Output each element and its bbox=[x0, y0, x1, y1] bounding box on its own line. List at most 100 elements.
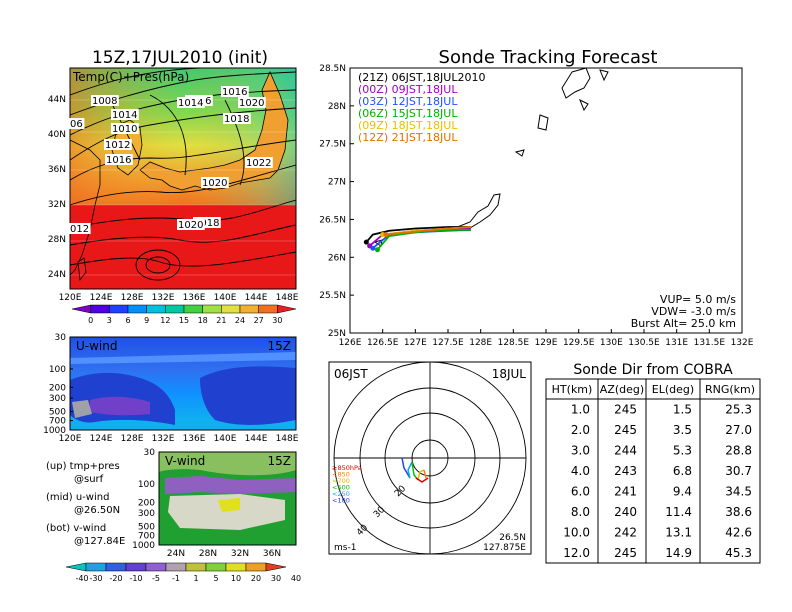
temp-colorbar-segment bbox=[127, 304, 147, 314]
main-title: Sonde Tracking Forecast bbox=[439, 47, 658, 68]
uwind-x-label: 140E bbox=[214, 434, 237, 444]
wind-colorbar-segment bbox=[145, 562, 167, 572]
map-lat-label: 24N bbox=[48, 270, 66, 280]
table-cell: 242 bbox=[614, 526, 637, 540]
pressure-label: 1010 bbox=[112, 124, 137, 135]
track-lon-ticks: 126E 126.5E 127E 127.5E 128E 128.5E 129E 129.5E… bbox=[339, 329, 754, 348]
table-cell: 245 bbox=[614, 423, 637, 437]
vwind-y-label: 700 bbox=[138, 532, 155, 542]
track-lat-label: 28.5N bbox=[319, 64, 346, 74]
uwind-x-label: 120E bbox=[59, 434, 82, 444]
polar-right-label: 18JUL bbox=[492, 367, 527, 381]
table-cell: 240 bbox=[614, 505, 637, 519]
temp-colorbar-tick: 15 bbox=[179, 316, 189, 325]
uwind-core bbox=[90, 396, 150, 416]
uwind-y-label: 30 bbox=[55, 333, 67, 343]
uwind-x-label: 132E bbox=[152, 434, 175, 444]
temp-colorbar-tick: 3 bbox=[107, 316, 112, 325]
track-lat-label: 25.5N bbox=[319, 291, 346, 301]
wind-colorbar-segment bbox=[85, 562, 107, 572]
pressure-label: 06 bbox=[70, 119, 83, 130]
table-cell: 2.0 bbox=[571, 423, 590, 437]
temp-colorbar-tick: 0 bbox=[88, 316, 93, 325]
table-cell: 12.0 bbox=[563, 546, 590, 560]
pressure-label-bg bbox=[238, 97, 266, 108]
table-header: RNG(km) bbox=[705, 383, 755, 396]
wind-colorbar-segment bbox=[205, 562, 227, 572]
uwind-x-label: 136E bbox=[183, 434, 206, 444]
temp-colorbar-segment bbox=[221, 304, 241, 314]
table-cell: 13.1 bbox=[665, 526, 692, 540]
pressure-label: 1014 bbox=[112, 110, 137, 121]
vwind-y-label: 1000 bbox=[132, 541, 155, 551]
map-lat-label: 36N bbox=[48, 165, 66, 175]
track-lon-label: 126E bbox=[339, 338, 362, 348]
vwind-purple bbox=[165, 476, 296, 494]
pressure-label-bg bbox=[104, 139, 132, 150]
wind-colorbar-segment bbox=[225, 562, 247, 572]
note-up-2: @surf bbox=[74, 474, 104, 485]
hodo-segment-6 bbox=[415, 477, 429, 483]
wind-colorbar-tick: -20 bbox=[109, 574, 122, 583]
vwind-time: 15Z bbox=[268, 454, 292, 468]
track-lat-label: 26.5N bbox=[319, 215, 346, 225]
track-frame bbox=[349, 67, 743, 334]
map-lon-ticks: 120E 124E 128E 132E 136E 140E 144E 148E bbox=[59, 293, 299, 303]
pressure-label-bg bbox=[193, 217, 221, 228]
pressure-label-bg bbox=[177, 219, 205, 230]
wind-colorbar-tick: -10 bbox=[129, 574, 142, 583]
wind-colorbar: -40 -30 -20 -10 -5 -1 1 5 10 20 30 40 bbox=[65, 562, 301, 583]
polar-legend-entry: <250 bbox=[332, 490, 350, 498]
polar-pressure-legend: ≥850hPa<850<700<500<250<100 bbox=[332, 464, 362, 505]
wind-colorbar-segment bbox=[165, 562, 187, 572]
wind-colorbar-segment bbox=[125, 562, 147, 572]
island-amami bbox=[537, 114, 549, 131]
map-lat-label: 40N bbox=[48, 130, 66, 140]
table-header: EL(deg) bbox=[652, 383, 694, 396]
track-lat-label: 26N bbox=[328, 253, 346, 263]
hodo-segment-4 bbox=[417, 469, 425, 481]
uwind-x-label: 144E bbox=[245, 434, 268, 444]
table-cell: 243 bbox=[614, 464, 637, 478]
wind-colorbar-tick: -30 bbox=[89, 574, 102, 583]
uwind-y-label: 700 bbox=[49, 417, 66, 427]
map-lon-label: 132E bbox=[152, 293, 175, 303]
island-kyushu-south bbox=[561, 67, 591, 99]
pressure-label-bg bbox=[177, 97, 205, 108]
temp-colorbar-tick: 21 bbox=[216, 316, 226, 325]
temp-colorbar-segment bbox=[165, 304, 185, 314]
table-cell: 6.0 bbox=[571, 485, 590, 499]
track-legend-entry: (21Z) 06JST,18JUL2010 bbox=[358, 71, 485, 84]
table-cell: 9.4 bbox=[673, 485, 692, 499]
pressure-label: 1018 bbox=[224, 114, 249, 125]
pressure-label: 1022 bbox=[246, 158, 271, 169]
wind-colorbar-tick: 5 bbox=[213, 574, 218, 583]
vwind-y-label: 100 bbox=[138, 480, 155, 490]
track-series-line bbox=[385, 226, 471, 236]
uwind-band bbox=[70, 352, 296, 364]
vwind-y-label: 200 bbox=[138, 498, 155, 508]
track-lon-label: 131E bbox=[665, 338, 688, 348]
uwind-time: 15Z bbox=[268, 339, 292, 353]
hodo-segment-2 bbox=[407, 461, 413, 479]
wind-colorbar-tick: -1 bbox=[172, 574, 180, 583]
table-cell: 245 bbox=[614, 403, 637, 417]
map-lat-label: 32N bbox=[48, 200, 66, 210]
pressure-label: 1008 bbox=[92, 96, 117, 107]
map-lon-label: 136E bbox=[183, 293, 206, 303]
track-lon-label: 130E bbox=[600, 338, 623, 348]
track-lon-label: 127E bbox=[404, 338, 427, 348]
map-lat-label: 44N bbox=[48, 95, 66, 105]
uwind-y-label: 100 bbox=[49, 365, 66, 375]
note-mid-2: @26.50N bbox=[74, 505, 120, 516]
table-header: HT(km) bbox=[552, 383, 593, 396]
note-bot: (bot) v-wind bbox=[46, 523, 106, 534]
table-title: Sonde Dir from COBRA bbox=[573, 362, 733, 378]
track-lat-label: 28N bbox=[328, 102, 346, 112]
map-panel: Temp(C)+Pres(hPa) 1008 1014 1016 1010 1012 10… bbox=[48, 67, 299, 325]
track-legend-entry: (03Z) 12JST,18JUL bbox=[358, 95, 458, 108]
table-cell: 11.4 bbox=[665, 505, 692, 519]
